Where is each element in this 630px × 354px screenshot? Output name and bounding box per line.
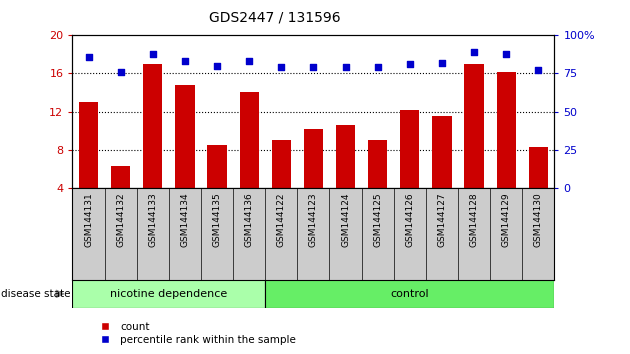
Bar	[529, 147, 548, 188]
Text: GSM144127: GSM144127	[437, 192, 447, 247]
Bar	[464, 64, 484, 188]
Text: GSM144133: GSM144133	[148, 192, 158, 247]
Legend: count, percentile rank within the sample: count, percentile rank within the sample	[90, 317, 301, 349]
Point	[404, 62, 415, 67]
Point	[116, 69, 126, 75]
Bar	[72, 280, 265, 308]
Text: GDS2447 / 131596: GDS2447 / 131596	[209, 11, 341, 25]
Text: GSM144125: GSM144125	[373, 192, 382, 247]
Text: nicotine dependence: nicotine dependence	[110, 289, 227, 299]
Point	[372, 64, 382, 70]
Text: GSM144134: GSM144134	[180, 192, 190, 247]
Point	[437, 60, 447, 65]
Bar	[336, 125, 355, 188]
Text: GSM144135: GSM144135	[212, 192, 222, 247]
Bar	[432, 116, 452, 188]
Text: GSM144124: GSM144124	[341, 192, 350, 247]
Bar	[143, 64, 163, 188]
Text: GSM144130: GSM144130	[534, 192, 543, 247]
Point	[212, 63, 222, 69]
Bar	[239, 92, 259, 188]
Bar	[265, 280, 554, 308]
Point	[276, 64, 286, 70]
Point	[533, 68, 543, 73]
Bar	[175, 85, 195, 188]
Text: GSM144123: GSM144123	[309, 192, 318, 247]
Point	[180, 58, 190, 64]
Text: GSM144132: GSM144132	[116, 192, 125, 247]
Bar	[496, 72, 516, 188]
Point	[469, 49, 479, 55]
Bar	[79, 102, 98, 188]
Bar	[400, 110, 420, 188]
Point	[244, 58, 254, 64]
Text: GSM144136: GSM144136	[244, 192, 254, 247]
Bar	[111, 166, 130, 188]
Text: GSM144122: GSM144122	[277, 192, 286, 247]
Bar	[304, 129, 323, 188]
Text: GSM144126: GSM144126	[405, 192, 415, 247]
Bar	[368, 140, 387, 188]
Bar	[207, 145, 227, 188]
Point	[147, 51, 158, 57]
Point	[501, 51, 511, 57]
Text: disease state: disease state	[1, 289, 71, 299]
Text: GSM144129: GSM144129	[501, 192, 511, 247]
Point	[83, 54, 94, 59]
Text: GSM144131: GSM144131	[84, 192, 93, 247]
Text: GSM144128: GSM144128	[469, 192, 479, 247]
Text: control: control	[391, 289, 429, 299]
Point	[340, 64, 350, 70]
Bar	[272, 140, 291, 188]
Point	[308, 64, 318, 70]
